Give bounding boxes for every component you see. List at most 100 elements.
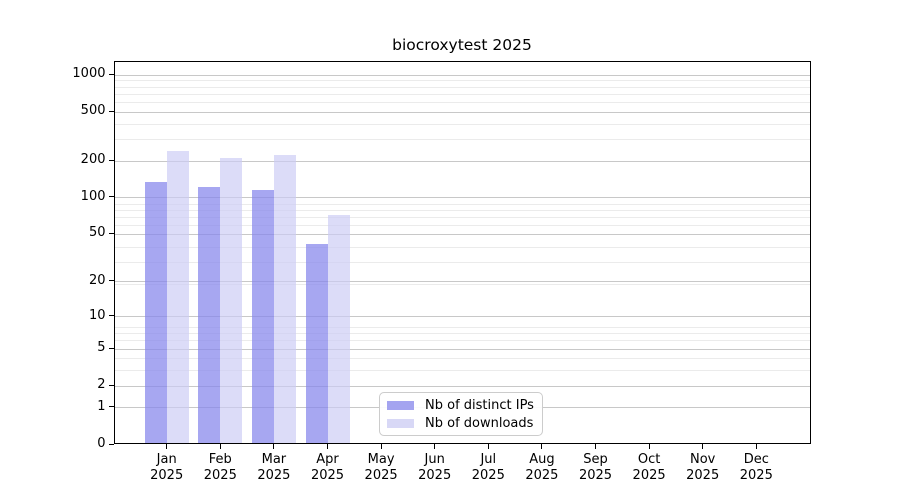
legend-item-distinct-ips: Nb of distinct IPs	[380, 399, 542, 412]
x-tick-label-apr: Apr 2025	[311, 452, 344, 483]
major-gridline	[114, 385, 810, 387]
y-tick-label: 2	[97, 377, 106, 393]
major-gridline	[114, 160, 810, 162]
x-tick-month: Oct	[637, 452, 661, 467]
y-tick	[108, 443, 114, 445]
x-tick-year: 2025	[203, 467, 237, 483]
x-tick-label-mar: Mar 2025	[257, 452, 290, 483]
x-tick-month: Nov	[690, 452, 716, 467]
x-tick-label-sep: Sep 2025	[579, 452, 612, 483]
minor-gridline	[114, 209, 810, 211]
major-gridline	[114, 316, 810, 318]
minor-gridline	[114, 93, 810, 95]
x-tick	[434, 444, 436, 449]
x-tick-label-may: May 2025	[365, 452, 398, 483]
x-tick	[755, 444, 757, 449]
major-gridline	[114, 111, 810, 113]
bar-jan-downloads	[166, 151, 189, 443]
x-tick-month: Jul	[480, 452, 497, 467]
x-tick	[219, 444, 221, 449]
y-tick-label: 5	[97, 340, 106, 356]
minor-gridline	[114, 262, 810, 264]
minor-gridline	[114, 123, 810, 125]
minor-gridline	[114, 326, 810, 328]
bar-apr-distinct-ips	[305, 244, 328, 443]
x-tick	[702, 444, 704, 449]
x-tick-month: Aug	[529, 452, 555, 467]
x-tick-label-aug: Aug 2025	[525, 452, 558, 483]
major-gridline	[114, 197, 810, 199]
y-tick	[108, 384, 114, 386]
legend-item-downloads: Nb of downloads	[380, 417, 542, 430]
x-tick	[380, 444, 382, 449]
x-tick	[541, 444, 543, 449]
x-tick	[595, 444, 596, 449]
minor-gridline	[114, 340, 810, 342]
minor-gridline	[114, 101, 810, 103]
y-tick	[108, 73, 114, 75]
bar-feb-distinct-ips	[198, 187, 221, 443]
legend-swatch-distinct-ips-icon	[387, 400, 414, 410]
x-tick-label-jan: Jan 2025	[150, 452, 183, 483]
x-tick-month: Apr	[316, 452, 339, 467]
minor-gridline	[114, 246, 810, 248]
y-tick	[108, 315, 114, 317]
x-tick-year: 2025	[632, 467, 666, 483]
x-tick	[648, 444, 650, 449]
major-gridline	[114, 74, 810, 76]
legend-swatch-downloads-icon	[387, 418, 414, 428]
legend-label-downloads: Nb of downloads	[425, 415, 534, 431]
x-tick-year: 2025	[310, 467, 345, 483]
major-gridline	[114, 348, 810, 350]
major-gridline	[114, 281, 810, 283]
x-tick-month: Feb	[208, 452, 232, 467]
minor-gridline	[114, 216, 810, 218]
y-tick-label: 500	[80, 103, 106, 119]
y-tick	[108, 159, 114, 161]
y-tick-label: 100	[80, 188, 106, 204]
x-tick-year: 2025	[471, 467, 505, 483]
plot-area	[113, 61, 811, 444]
x-tick-month: Jun	[424, 452, 445, 467]
legend-label-distinct-ips: Nb of distinct IPs	[425, 397, 534, 413]
x-tick-year: 2025	[739, 467, 773, 483]
bar-mar-distinct-ips	[251, 189, 274, 443]
x-tick-label-jun: Jun 2025	[418, 452, 451, 483]
x-tick-label-jul: Jul 2025	[472, 452, 505, 483]
y-tick-label: 50	[88, 225, 106, 241]
y-tick	[108, 406, 114, 408]
y-tick-label: 1000	[72, 66, 106, 82]
x-tick-year: 2025	[257, 467, 291, 483]
bar-jan-distinct-ips	[144, 181, 167, 443]
x-tick-month: Sep	[583, 452, 608, 467]
minor-gridline	[114, 358, 810, 360]
y-tick	[108, 280, 114, 282]
x-tick-month: Mar	[261, 452, 287, 467]
x-tick-month: May	[367, 452, 395, 467]
minor-gridline	[114, 370, 810, 372]
minor-gridline	[114, 225, 810, 227]
x-tick-year: 2025	[150, 467, 184, 483]
x-tick-year: 2025	[418, 467, 452, 483]
minor-gridline	[114, 86, 810, 88]
minor-gridline	[114, 284, 810, 286]
x-tick-month: Jan	[156, 452, 177, 467]
y-tick-label: 20	[88, 272, 106, 288]
y-tick-label: 10	[88, 307, 106, 323]
x-tick-year: 2025	[525, 467, 559, 483]
x-tick	[487, 444, 489, 449]
x-tick	[273, 444, 275, 449]
bar-apr-downloads	[327, 214, 350, 443]
y-tick	[108, 347, 114, 349]
minor-gridline	[114, 203, 810, 205]
x-tick-label-oct: Oct 2025	[633, 452, 666, 483]
bar-mar-downloads	[273, 154, 296, 443]
x-tick-year: 2025	[364, 467, 398, 483]
y-tick	[108, 232, 114, 234]
major-gridline	[114, 233, 810, 235]
x-tick	[327, 444, 328, 449]
y-tick	[108, 196, 114, 198]
chart-title: biocroxytest 2025	[392, 36, 532, 54]
minor-gridline	[114, 80, 810, 82]
